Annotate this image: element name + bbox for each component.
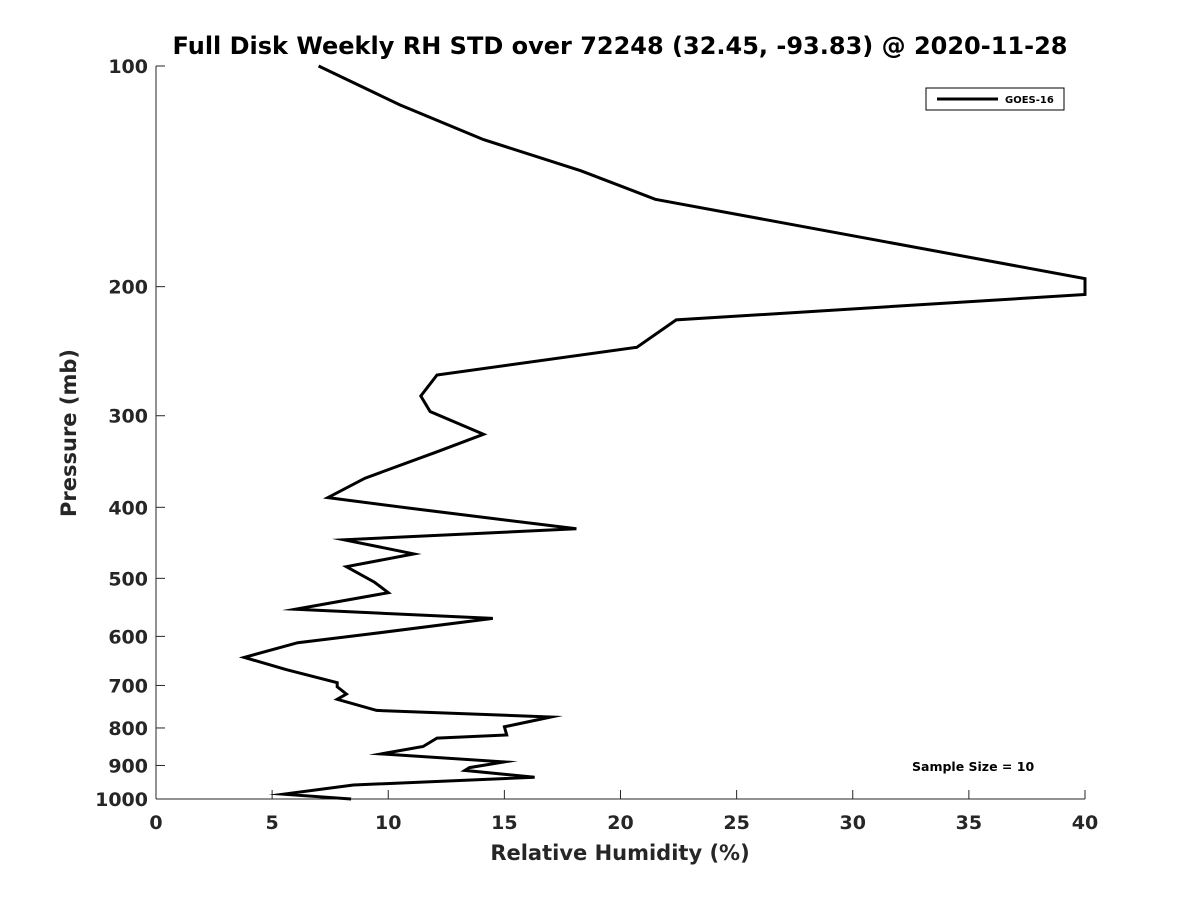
x-tick-label: 0: [149, 812, 162, 834]
x-tick-label: 5: [266, 812, 279, 834]
y-tick-label: 400: [108, 497, 148, 519]
y-tick-label: 200: [108, 277, 148, 299]
axes: 0 5 10 15 20 25 30 35 40 100 200 300 400 500 600 700 800…: [95, 56, 1098, 834]
y-tick-label: 900: [108, 755, 148, 777]
y-axis-label: Pressure (mb): [57, 349, 81, 517]
legend: GOES-16: [925, 87, 1065, 111]
y-tick-label: 600: [108, 626, 148, 648]
y-tick-label: 700: [108, 675, 148, 697]
y-tick-label: 500: [108, 568, 148, 590]
y-tick-label: 800: [108, 718, 148, 740]
chart-title: Full Disk Weekly RH STD over 72248 (32.4…: [173, 32, 1068, 60]
series-line-goes-16: [238, 64, 1087, 801]
y-tick-label: 100: [108, 56, 148, 78]
x-tick-label: 15: [491, 812, 517, 834]
y-tick-label: 300: [108, 406, 148, 428]
legend-label-goes-16: GOES-16: [1005, 95, 1054, 106]
x-axis-label: Relative Humidity (%): [490, 841, 749, 865]
x-tick-label: 25: [723, 812, 749, 834]
x-tick-label: 30: [840, 812, 866, 834]
sample-size-annotation: Sample Size = 10: [912, 759, 1034, 774]
x-tick-label: 20: [607, 812, 633, 834]
y-tick-label: 1000: [95, 789, 148, 811]
x-tick-label: 40: [1072, 812, 1098, 834]
x-tick-label: 10: [375, 812, 401, 834]
x-tick-label: 35: [956, 812, 982, 834]
